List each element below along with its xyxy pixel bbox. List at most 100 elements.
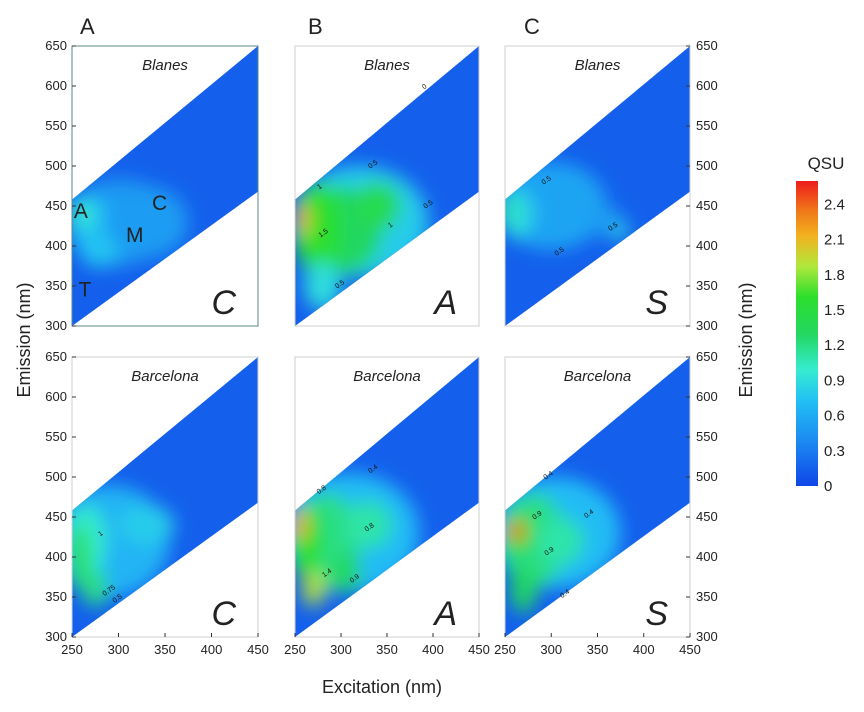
site-label: Barcelona (353, 368, 421, 385)
peak-region-label: T (79, 278, 92, 301)
y-tick-label: 550 (45, 429, 67, 444)
panel-blanes-s: 300 350 400 450 500 550 600 650 Blanes S 0.5 0.5 0.5 (504, 38, 718, 333)
y-tick-label: 450 (696, 509, 718, 524)
colorbar-tick-label: 2.1 (824, 232, 845, 249)
column-letter-c: C (524, 14, 540, 39)
contour-value-label: 0.4 (367, 464, 379, 475)
contour-value-label: 0.8 (364, 522, 376, 533)
intensity-blob (72, 199, 95, 229)
colorbar: QSU 2.4 2.1 1.8 1.5 1.2 0.9 0.6 0.3 0 (796, 154, 845, 495)
site-label: Barcelona (564, 368, 632, 385)
y-tick-label: 500 (45, 158, 67, 173)
y-tick-label: 350 (45, 589, 67, 604)
x-tick-label: 400 (201, 642, 223, 657)
site-label: Blanes (364, 57, 410, 74)
x-tick-label: 400 (422, 642, 444, 657)
contour-value-label: 0.4 (543, 470, 555, 481)
panel-barcelona-s: 300 350 400 450 500 550 600 650 250 300 350 400 450 B… (494, 349, 718, 657)
intensity-blob (295, 505, 323, 577)
contour-value-label: 0.5 (367, 159, 379, 170)
contour-value-label: 0.5 (607, 221, 619, 232)
contour-value-label: 1.5 (318, 228, 330, 239)
contour-value-label: 1 (387, 222, 394, 230)
intensity-blob (505, 190, 533, 238)
peak-region-label: A (74, 200, 88, 223)
contour-value-label: 0.5 (541, 175, 553, 186)
site-label: Barcelona (131, 368, 199, 385)
x-tick-label: 350 (587, 642, 609, 657)
y-tick-label: 300 (45, 318, 67, 333)
y-tick-label: 650 (45, 38, 67, 53)
peak-region-label: M (126, 224, 144, 247)
contour-value-label: 0.9 (531, 510, 543, 521)
y-tick-label: 400 (696, 238, 718, 253)
panel-frame (504, 45, 691, 327)
site-label: Blanes (575, 57, 621, 74)
statistic-letter: S (645, 284, 668, 322)
colorbar-tick-label: 1.2 (824, 337, 845, 354)
panel-frame (71, 45, 259, 327)
intensity-blob (79, 232, 121, 268)
contour-value-label: 1 (316, 183, 323, 191)
intensity-blob (345, 501, 392, 549)
y-tick-label: 650 (696, 349, 718, 364)
contour-value-label: 0.5 (334, 279, 346, 290)
y-tick-label: 350 (45, 278, 67, 293)
y-tick-label: 300 (696, 318, 718, 333)
y-tick-label: 450 (45, 509, 67, 524)
y-tick-label: 400 (45, 238, 67, 253)
peak-region-label: C (152, 192, 167, 215)
colorbar-tick-label: 2.4 (824, 196, 845, 213)
contour-value-label: 0.4 (583, 508, 595, 519)
statistic-letter: A (432, 595, 457, 633)
y-axis-title-right: Emission (nm) (736, 282, 756, 397)
panel-blanes-a: Blanes A 0 0.5 1 0.5 1.5 1 0.5 (294, 45, 480, 327)
x-tick-label: 350 (154, 642, 176, 657)
y-tick-label: 400 (45, 549, 67, 564)
x-tick-label: 300 (108, 642, 130, 657)
colorbar-tick-label: 0.3 (824, 443, 845, 460)
intensity-blob (354, 182, 401, 230)
colorbar-tick-label: 0.9 (824, 372, 845, 389)
panel-barcelona-a: 250 300 350 400 450 Barcelona A 0.4 0.8 0.8 1.4 0.9 (284, 356, 490, 657)
y-tick-label: 400 (696, 549, 718, 564)
contour-value-label: 0.8 (316, 484, 328, 495)
y-axis-title-left: Emission (nm) (14, 282, 34, 397)
column-letter-b: B (308, 14, 323, 39)
colorbar-tick-label: 0.6 (824, 408, 845, 425)
intensity-blob (331, 553, 362, 593)
x-tick-label: 450 (247, 642, 269, 657)
site-label: Blanes (142, 57, 188, 74)
y-tick-label: 600 (45, 78, 67, 93)
intensity-blob (104, 186, 189, 258)
contour-value-label: 0.5 (112, 593, 124, 604)
statistic-letter: S (645, 595, 668, 633)
intensity-blob (614, 226, 629, 240)
intensity-blob (506, 521, 526, 542)
x-axis-title: Excitation (nm) (322, 677, 442, 697)
contour-value-label: 0.9 (349, 573, 361, 584)
y-tick-label: 650 (45, 349, 67, 364)
y-tick-label: 600 (45, 389, 67, 404)
intensity-blob (302, 571, 325, 607)
y-tick-label: 500 (696, 158, 718, 173)
statistic-letter: A (432, 284, 457, 322)
intensity-blob (304, 262, 341, 310)
x-tick-label: 250 (494, 642, 516, 657)
y-tick-label: 300 (696, 629, 718, 644)
colorbar-bar (796, 181, 818, 486)
x-tick-label: 250 (61, 642, 83, 657)
intensity-blob (295, 509, 308, 541)
column-letter-a: A (80, 14, 95, 39)
contour-value-label: 0.4 (559, 588, 571, 599)
contour-value-label: 0.9 (543, 546, 555, 557)
intensity-blob (510, 565, 537, 613)
colorbar-title: QSU (808, 154, 845, 173)
y-tick-label: 550 (45, 118, 67, 133)
y-tick-label: 350 (696, 589, 718, 604)
y-tick-label: 600 (696, 78, 718, 93)
x-tick-label: 450 (468, 642, 490, 657)
